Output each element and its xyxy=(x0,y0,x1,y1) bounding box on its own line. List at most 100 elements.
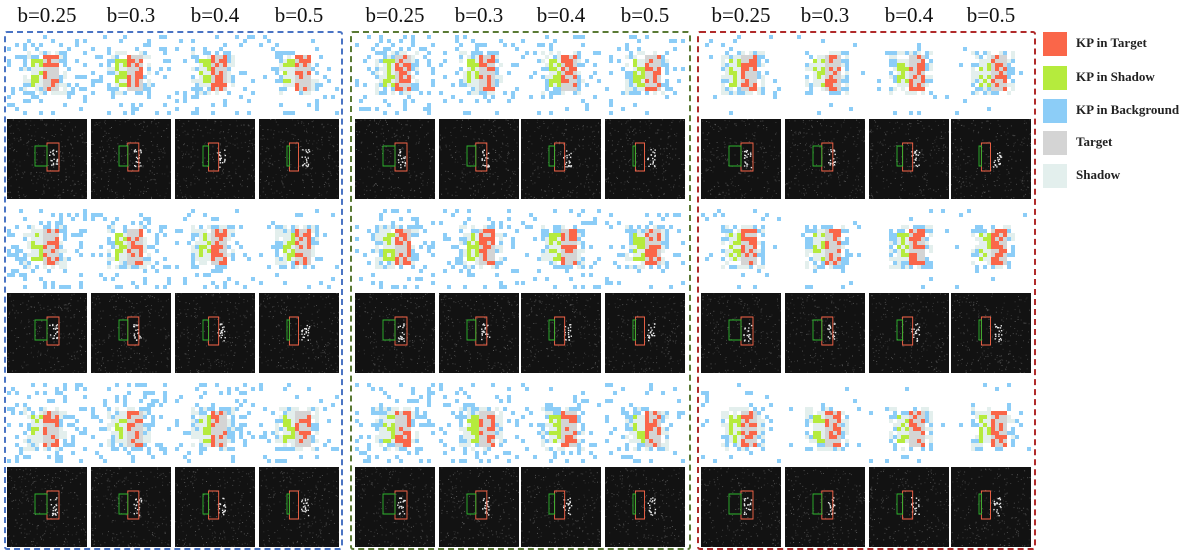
column-header: b=0.25 xyxy=(365,3,425,27)
sar-image xyxy=(259,467,339,547)
legend-label: Shadow xyxy=(1076,167,1121,182)
sar-image xyxy=(521,467,601,547)
sar-image xyxy=(605,467,685,547)
keypoint-map xyxy=(175,35,255,115)
legend-item: Target xyxy=(1043,131,1197,155)
keypoint-map xyxy=(877,43,949,115)
keypoint-map xyxy=(259,209,339,289)
keypoint-map xyxy=(175,383,255,463)
keypoint-map xyxy=(605,383,685,463)
sar-image xyxy=(785,293,865,373)
sar-image xyxy=(91,293,171,373)
column-header: b=0.5 xyxy=(966,3,1016,27)
column-header: b=0.5 xyxy=(274,3,324,27)
keypoint-map xyxy=(705,35,781,115)
keypoint-map xyxy=(959,383,1031,451)
sar-image xyxy=(175,467,255,547)
sar-image xyxy=(701,119,781,199)
legend-label: KP in Target xyxy=(1076,35,1147,50)
legend-swatch xyxy=(1043,164,1067,188)
legend-label: Target xyxy=(1076,134,1113,149)
keypoint-map xyxy=(439,383,519,463)
legend-swatch xyxy=(1043,32,1067,56)
keypoint-map xyxy=(521,35,601,115)
sar-image xyxy=(785,467,865,547)
keypoint-map xyxy=(355,383,435,463)
keypoint-map xyxy=(701,383,781,463)
sar-image xyxy=(91,467,171,547)
column-header: b=0.25 xyxy=(17,3,77,27)
sar-image xyxy=(7,467,87,547)
sar-image xyxy=(355,119,435,199)
keypoint-map xyxy=(175,209,255,289)
legend-label: KP in Shadow xyxy=(1076,69,1155,84)
sar-image xyxy=(7,293,87,373)
keypoint-map xyxy=(259,35,339,115)
keypoint-map xyxy=(869,387,945,463)
sar-image xyxy=(869,293,949,373)
sar-image xyxy=(259,293,339,373)
sar-image xyxy=(951,467,1031,547)
sar-image xyxy=(355,467,435,547)
sar-image xyxy=(701,467,781,547)
column-header: b=0.5 xyxy=(620,3,670,27)
keypoint-map xyxy=(521,383,601,463)
keypoint-map xyxy=(605,35,685,115)
keypoint-map xyxy=(955,209,1027,289)
sar-image xyxy=(439,119,519,199)
column-header: b=0.4 xyxy=(884,3,934,27)
sar-image xyxy=(605,293,685,373)
column-header: b=0.25 xyxy=(711,3,771,27)
sar-image xyxy=(175,293,255,373)
legend-item: KP in Background xyxy=(1043,99,1197,123)
sar-image xyxy=(355,293,435,373)
legend-item: KP in Shadow xyxy=(1043,66,1197,90)
group-frame-left xyxy=(4,31,343,550)
sar-image xyxy=(605,119,685,199)
sar-image xyxy=(7,119,87,199)
keypoint-map xyxy=(701,209,781,289)
sar-image xyxy=(951,119,1031,199)
sar-image xyxy=(439,467,519,547)
sar-image xyxy=(869,467,949,547)
sar-image xyxy=(951,293,1031,373)
keypoint-map xyxy=(605,213,685,289)
keypoint-map xyxy=(259,383,339,463)
sar-image xyxy=(259,119,339,199)
keypoint-map xyxy=(7,209,87,289)
column-header: b=0.4 xyxy=(190,3,240,27)
keypoint-map xyxy=(797,35,865,115)
sar-image xyxy=(175,119,255,199)
keypoint-map xyxy=(91,35,171,115)
keypoint-map xyxy=(521,209,601,289)
legend-item: Shadow xyxy=(1043,164,1197,188)
keypoint-map xyxy=(801,221,861,289)
keypoint-map xyxy=(439,35,519,115)
legend-item: KP in Target xyxy=(1043,32,1197,56)
column-header: b=0.4 xyxy=(536,3,586,27)
keypoint-map xyxy=(789,387,861,451)
keypoint-map xyxy=(7,35,87,115)
legend-label: KP in Background xyxy=(1076,102,1180,117)
group-frame-right xyxy=(697,31,1036,550)
column-header: b=0.3 xyxy=(800,3,850,27)
legend-swatch xyxy=(1043,99,1067,123)
sar-image xyxy=(439,293,519,373)
sar-image xyxy=(521,293,601,373)
keypoint-map xyxy=(7,383,87,463)
sar-image xyxy=(701,293,781,373)
column-header: b=0.3 xyxy=(106,3,156,27)
keypoint-map xyxy=(91,383,171,463)
group-frame-middle xyxy=(350,31,691,550)
keypoint-map xyxy=(439,209,519,289)
keypoint-map xyxy=(355,35,435,115)
keypoint-map xyxy=(955,47,1023,115)
sar-image xyxy=(521,119,601,199)
legend-swatch xyxy=(1043,131,1067,155)
keypoint-map xyxy=(889,209,949,289)
keypoint-map xyxy=(91,213,171,289)
sar-image xyxy=(869,119,949,199)
column-header: b=0.3 xyxy=(454,3,504,27)
keypoint-map xyxy=(355,209,435,289)
legend-swatch xyxy=(1043,66,1067,90)
